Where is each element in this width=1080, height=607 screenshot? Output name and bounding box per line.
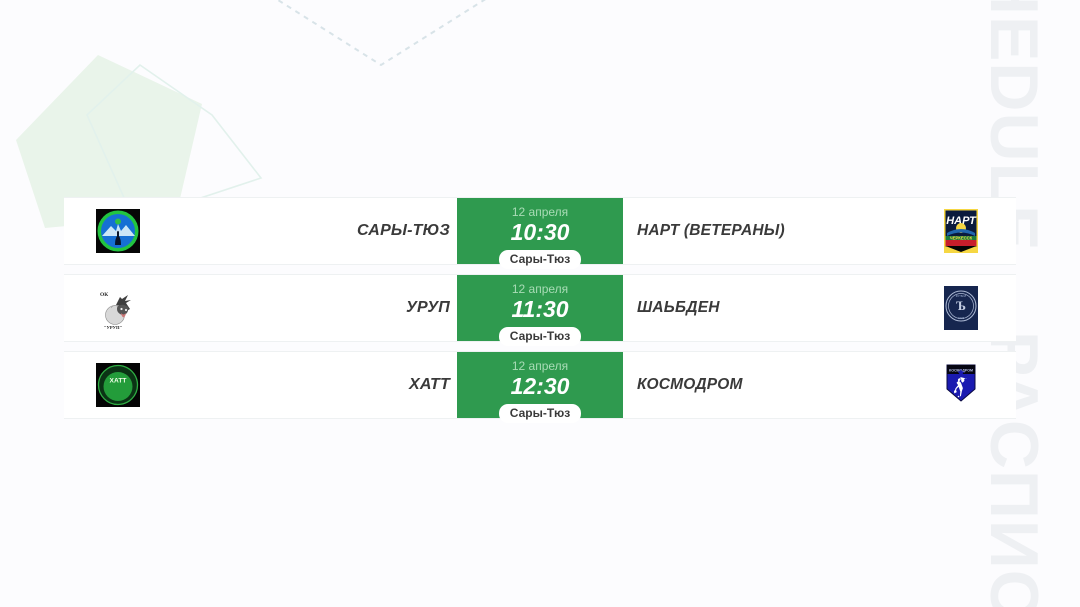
svg-text:"УРУП": "УРУП" xyxy=(104,325,123,330)
svg-text:ЧЕРКЕССК: ЧЕРКЕССК xyxy=(950,236,973,241)
svg-text:ОК: ОК xyxy=(100,292,108,298)
svg-text:ХАТТ: ХАТТ xyxy=(110,378,127,385)
svg-text:КЛУБ: КЛУБ xyxy=(958,316,965,320)
svg-text:Ъ: Ъ xyxy=(956,298,966,313)
